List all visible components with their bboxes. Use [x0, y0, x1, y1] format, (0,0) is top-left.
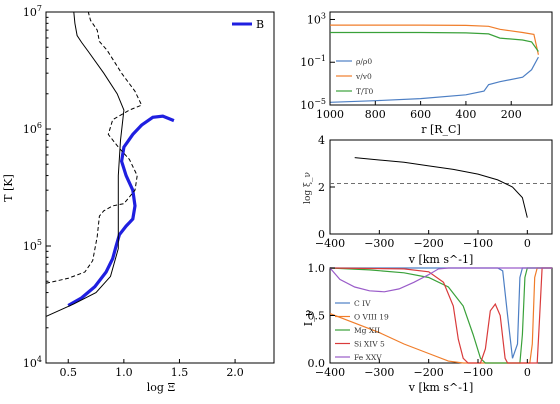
- left-plot-frame: [45, 11, 275, 364]
- bottom-right-y-tick-label: 1.0: [308, 262, 326, 275]
- left-x-tick-label: 2.0: [226, 366, 244, 379]
- left-x-tick-label: 0.5: [59, 366, 77, 379]
- legend-label: C IV: [354, 299, 371, 308]
- legend-label: Mg XII: [354, 326, 380, 335]
- middle-right-y-tick-label: 4: [318, 134, 325, 147]
- bottom-right-x-tick-label: −100: [463, 366, 493, 379]
- bottom-right-panel: −400 −300 −200 −100 0 0.0 0.5 1.0 C IV O VIII 19…: [302, 262, 553, 394]
- left-y-tick-label: 105: [23, 238, 42, 253]
- left-x-label: log Ξ: [147, 381, 176, 394]
- middle-right-y-label: log ξ_ν: [303, 172, 313, 204]
- top-right-x-tick-label: 600: [410, 108, 431, 121]
- legend-label: v/v0: [355, 72, 372, 81]
- legend-label-b: B: [256, 18, 264, 31]
- top-right-y-tick-label: 103: [307, 11, 326, 26]
- legend-label: T/T0: [356, 87, 374, 96]
- top-right-x-label: r [R_C]: [421, 123, 461, 136]
- left-y-tick-label: 104: [23, 355, 42, 370]
- bottom-right-x-tick-label: −200: [414, 366, 444, 379]
- left-panel: 0.5 1.0 1.5 2.0 104 105 106 107 B log Ξ T [K]: [2, 4, 275, 394]
- middle-right-x-label: v [km s^-1]: [408, 253, 473, 266]
- legend-label: Si XIV 5: [354, 340, 385, 349]
- bottom-right-x-tick-label: −300: [364, 366, 394, 379]
- left-x-tick-label: 1.0: [115, 366, 133, 379]
- left-x-tick-label: 1.5: [171, 366, 189, 379]
- bottom-right-y-tick-label: 0.5: [308, 310, 326, 323]
- middle-right-x-tick-label: −400: [315, 237, 345, 250]
- top-right-series-line-0: [329, 56, 539, 103]
- middle-right-x-tick-label: 0: [524, 237, 531, 250]
- top-right-x-tick-label: 400: [455, 108, 476, 121]
- top-right-x-tick-label: 200: [501, 108, 522, 121]
- legend-label: ρ/ρ0: [356, 57, 372, 66]
- top-right-series-line-2: [330, 31, 539, 52]
- bottom-right-series-line-4: [329, 267, 552, 293]
- middle-right-plot-frame: [329, 139, 553, 235]
- bottom-right-x-tick-label: −400: [315, 366, 345, 379]
- middle-right-y-tick-label: 0: [318, 228, 325, 241]
- bottom-right-series-line-0: [330, 267, 552, 359]
- left-series-line-0: [67, 114, 175, 307]
- middle-right-x-tick-label: −300: [364, 237, 394, 250]
- bottom-right-x-label: v [km s^-1]: [408, 381, 473, 394]
- middle-right-panel: −400 −300 −200 −100 0 0 2 4 v [km s^-1] log ξ_ν: [303, 134, 553, 266]
- legend-label: O VIII 19: [354, 313, 389, 322]
- bottom-right-legend: C IV O VIII 19 Mg XII Si XIV 5 Fe XXV: [335, 299, 389, 362]
- top-right-panel: 1000 800 600 400 200 103 10−1 10−5 ρ/ρ0 v/v0 T/T0…: [300, 11, 553, 136]
- top-right-x-tick-label: 800: [365, 108, 386, 121]
- top-right-x-tick-label: 1000: [316, 108, 344, 121]
- top-right-y-tick-label: 10−5: [300, 97, 326, 112]
- middle-right-series-line-0: [354, 157, 528, 218]
- left-y-tick-label: 106: [23, 121, 42, 136]
- top-right-y-tick-label: 10−1: [300, 54, 326, 69]
- left-legend: B: [232, 18, 264, 31]
- bottom-right-y-label: I_ν: [302, 309, 315, 326]
- bottom-right-series-line-2: [329, 267, 552, 364]
- left-series-line-2: [45, 11, 143, 284]
- middle-right-x-tick-label: −200: [414, 237, 444, 250]
- legend-label: Fe XXV: [354, 353, 382, 362]
- top-right-plot-frame: [329, 11, 553, 106]
- middle-right-x-tick-label: −100: [463, 237, 493, 250]
- bottom-right-series-line-3: [329, 267, 552, 364]
- top-right-legend: ρ/ρ0 v/v0 T/T0: [336, 57, 374, 96]
- left-series-line-1: [45, 11, 125, 317]
- top-right-series-line-1: [330, 24, 539, 55]
- bottom-right-x-tick-label: 0: [524, 366, 531, 379]
- left-y-tick-label: 107: [23, 4, 42, 19]
- middle-right-y-tick-label: 2: [318, 181, 325, 194]
- left-y-label: T [K]: [2, 174, 15, 202]
- bottom-right-y-tick-label: 0.0: [308, 357, 326, 370]
- bottom-right-series-line-1: [329, 267, 552, 364]
